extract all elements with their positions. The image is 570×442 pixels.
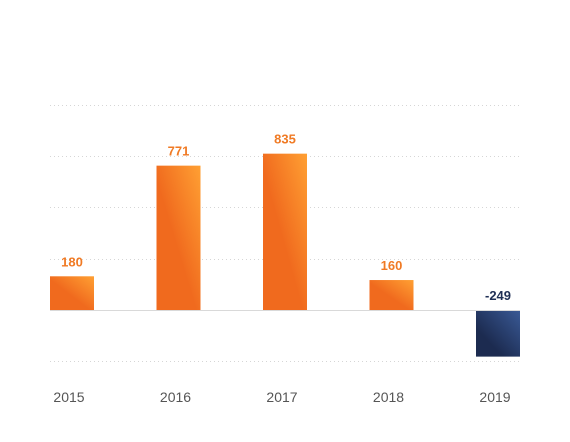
value-label-2017: 835 bbox=[274, 132, 296, 147]
category-label-2017: 2017 bbox=[266, 389, 297, 405]
value-label-2016: 771 bbox=[168, 144, 190, 159]
bar-2018 bbox=[369, 280, 414, 310]
bar-2016 bbox=[156, 165, 201, 310]
value-label-2018: 160 bbox=[381, 258, 403, 273]
value-labels: 180 771 835 160 -249 bbox=[61, 132, 511, 303]
category-label-2018: 2018 bbox=[373, 389, 404, 405]
value-label-2019: -249 bbox=[485, 288, 511, 303]
bar-2019 bbox=[476, 310, 520, 357]
category-label-2016: 2016 bbox=[160, 389, 191, 405]
category-labels: 2015 2016 2017 2018 2019 bbox=[53, 389, 510, 405]
category-label-2015: 2015 bbox=[53, 389, 84, 405]
category-label-2019: 2019 bbox=[479, 389, 510, 405]
value-label-2015: 180 bbox=[61, 254, 83, 269]
bars bbox=[50, 153, 520, 357]
bar-2015 bbox=[50, 276, 94, 310]
bar-2017 bbox=[263, 153, 307, 310]
